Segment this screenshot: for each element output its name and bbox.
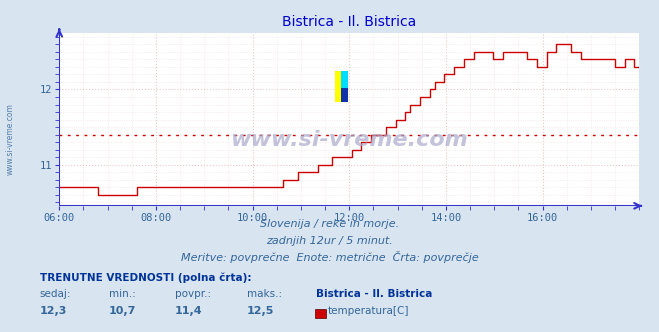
Bar [335,71,341,102]
Bar [341,88,347,102]
Text: temperatura[C]: temperatura[C] [328,306,410,316]
Text: www.si-vreme.com: www.si-vreme.com [5,104,14,175]
Text: povpr.:: povpr.: [175,289,211,299]
Bar [341,71,347,88]
Title: Bistrica - Il. Bistrica: Bistrica - Il. Bistrica [282,15,416,29]
Text: Slovenija / reke in morje.: Slovenija / reke in morje. [260,219,399,229]
Text: Meritve: povprečne  Enote: metrične  Črta: povprečje: Meritve: povprečne Enote: metrične Črta:… [181,251,478,263]
Text: zadnjih 12ur / 5 minut.: zadnjih 12ur / 5 minut. [266,236,393,246]
Text: sedaj:: sedaj: [40,289,71,299]
Text: maks.:: maks.: [247,289,282,299]
Text: min.:: min.: [109,289,136,299]
Text: www.si-vreme.com: www.si-vreme.com [231,130,468,150]
Text: 12,5: 12,5 [247,306,275,316]
Text: 10,7: 10,7 [109,306,136,316]
Text: Bistrica - Il. Bistrica: Bistrica - Il. Bistrica [316,289,433,299]
Text: TRENUTNE VREDNOSTI (polna črta):: TRENUTNE VREDNOSTI (polna črta): [40,272,251,283]
Text: 11,4: 11,4 [175,306,202,316]
Text: 12,3: 12,3 [40,306,67,316]
